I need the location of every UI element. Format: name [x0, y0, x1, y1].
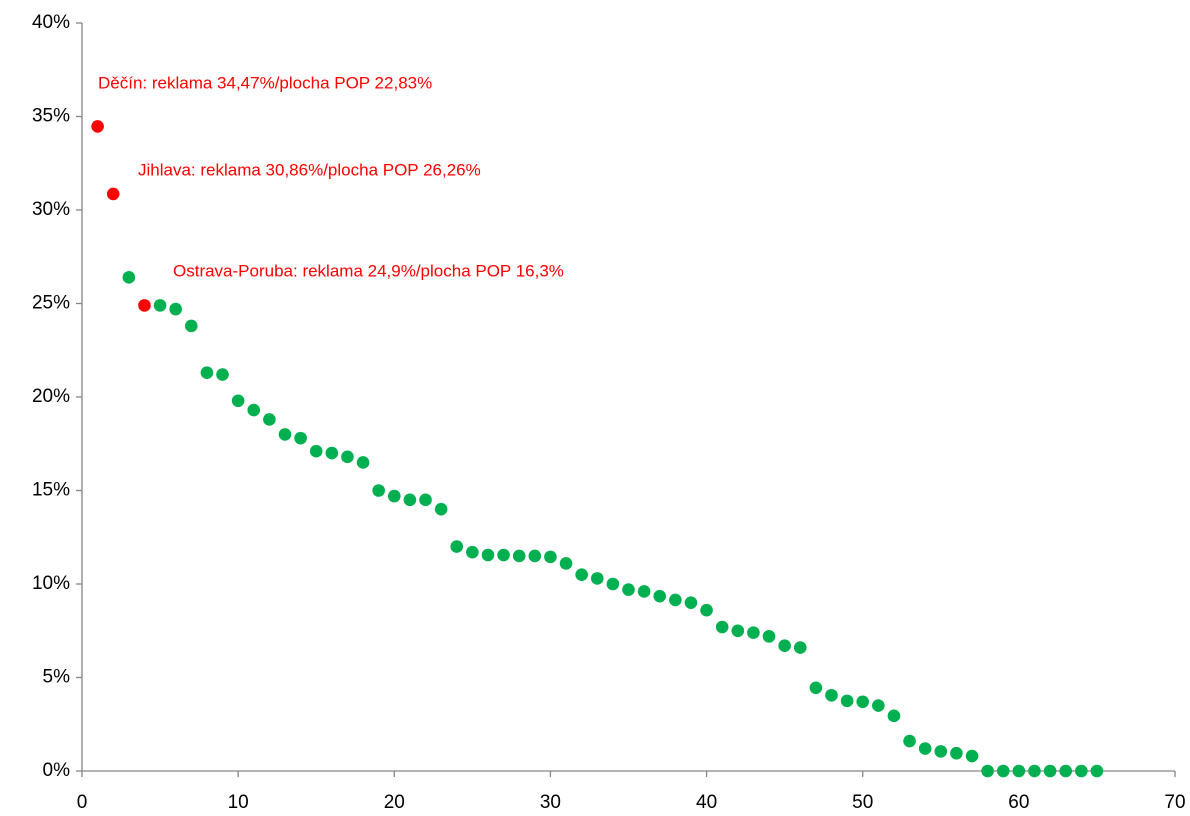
- point: [872, 699, 885, 712]
- point: [715, 620, 729, 634]
- point: [809, 681, 823, 695]
- point: [684, 596, 698, 609]
- point: [793, 641, 807, 654]
- point: [1012, 764, 1026, 778]
- point: [544, 550, 557, 564]
- x-tick-label: 10: [228, 792, 249, 813]
- y-tick-label: 10%: [32, 573, 70, 594]
- y-tick-label: 0%: [43, 760, 71, 781]
- point: [981, 764, 994, 778]
- point: [918, 742, 932, 755]
- point: [1090, 764, 1104, 778]
- y-tick-label: 40%: [32, 12, 70, 33]
- point: [575, 568, 588, 581]
- point: [294, 431, 307, 445]
- point: [387, 489, 401, 503]
- point: [590, 572, 604, 585]
- point: [325, 446, 339, 460]
- point: [341, 450, 354, 464]
- point: [231, 394, 245, 408]
- point: [950, 746, 963, 760]
- point: [419, 493, 432, 507]
- point: [481, 548, 495, 562]
- point: [153, 299, 167, 312]
- y-tick-label: 15%: [32, 480, 70, 501]
- point: [637, 585, 651, 598]
- point: [747, 626, 760, 639]
- annotation: Děčín: reklama 34,47%/plocha POP 22,83%: [98, 73, 432, 92]
- point: [669, 593, 682, 607]
- point: [200, 366, 214, 379]
- point: [825, 688, 838, 702]
- point: [778, 639, 791, 653]
- point: [450, 540, 464, 553]
- point: [512, 549, 526, 563]
- point: [106, 187, 120, 201]
- point: [278, 428, 292, 441]
- x-tick-label: 20: [384, 792, 405, 813]
- y-tick-label: 30%: [32, 199, 70, 220]
- x-tick-label: 40: [696, 792, 717, 813]
- x-tick-label: 70: [1164, 792, 1185, 813]
- point: [185, 319, 198, 333]
- point: [309, 444, 323, 458]
- x-tick-label: 50: [852, 792, 873, 813]
- point: [731, 624, 745, 638]
- y-tick-label: 20%: [32, 386, 70, 407]
- x-tick-label: 30: [540, 792, 561, 813]
- point: [91, 120, 104, 133]
- point: [372, 484, 385, 497]
- point: [559, 557, 573, 570]
- point: [497, 548, 510, 562]
- point: [653, 589, 667, 603]
- point: [856, 695, 870, 709]
- y-tick-label: 25%: [32, 293, 70, 314]
- point: [356, 456, 370, 469]
- y-tick-label: 35%: [32, 106, 70, 127]
- point: [403, 493, 417, 507]
- point: [934, 745, 948, 758]
- point: [887, 709, 901, 723]
- point: [996, 764, 1010, 778]
- point: [263, 413, 276, 426]
- point: [1059, 764, 1072, 778]
- point: [606, 577, 620, 591]
- point: [762, 630, 776, 643]
- point: [1028, 764, 1041, 778]
- annotation: Ostrava-Poruba: reklama 24,9%/plocha POP…: [173, 261, 564, 280]
- point: [903, 734, 916, 748]
- point: [700, 603, 713, 617]
- point: [122, 271, 136, 284]
- y-tick-label: 5%: [43, 667, 71, 688]
- x-tick-label: 0: [77, 792, 88, 813]
- point: [466, 545, 479, 559]
- point: [169, 302, 182, 316]
- point: [1075, 764, 1088, 778]
- point: [622, 583, 635, 596]
- point: [434, 502, 448, 516]
- point: [247, 403, 261, 417]
- point: [1043, 764, 1057, 778]
- point: [138, 299, 151, 312]
- point: [840, 694, 854, 708]
- x-tick-label: 60: [1008, 792, 1029, 813]
- annotation: Jihlava: reklama 30,86%/plocha POP 26,26…: [138, 160, 481, 179]
- point: [216, 368, 229, 381]
- point: [965, 749, 979, 763]
- point: [528, 549, 542, 563]
